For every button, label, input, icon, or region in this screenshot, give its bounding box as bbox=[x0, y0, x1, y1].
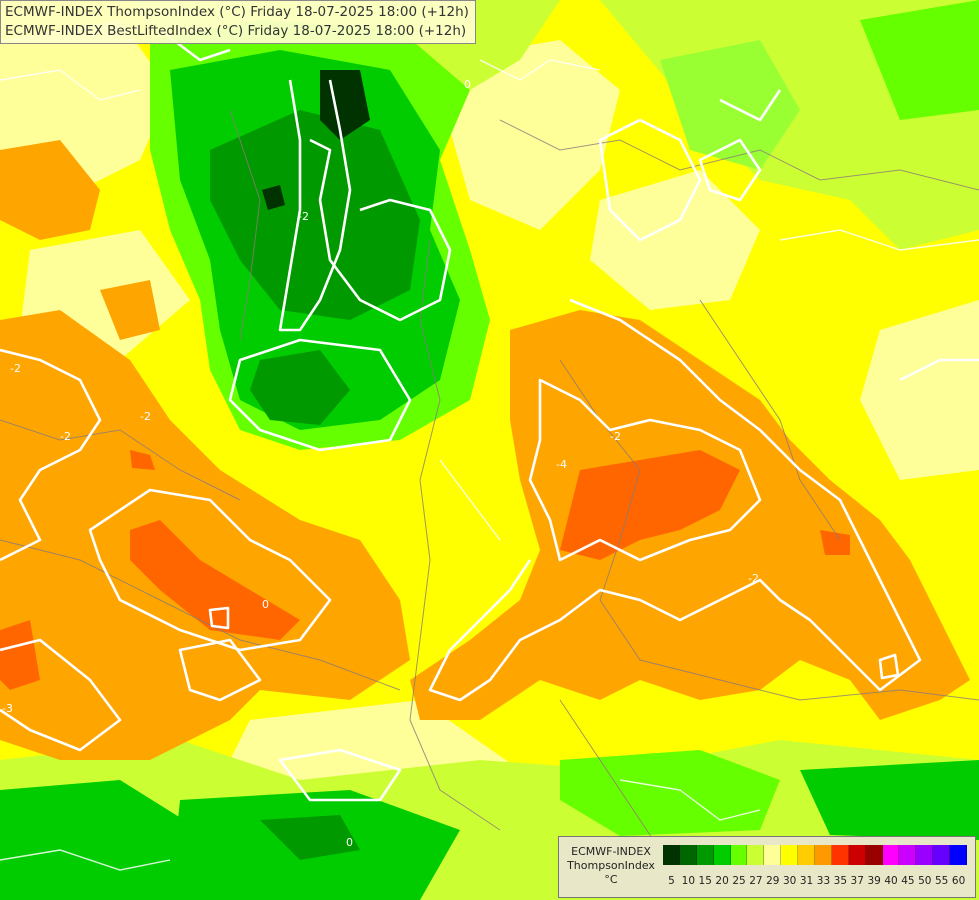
legend-swatch bbox=[916, 845, 934, 865]
legend-unit: °C bbox=[604, 873, 618, 886]
legend-swatch bbox=[899, 845, 917, 865]
legend-tick: 31 bbox=[799, 875, 814, 887]
secondary-contours bbox=[0, 59, 979, 871]
contour-label: 0 bbox=[464, 78, 471, 91]
legend-tick: 39 bbox=[867, 875, 881, 887]
legend-swatch bbox=[713, 845, 731, 865]
legend-swatch bbox=[933, 845, 951, 865]
legend-ticks: 5 10 15 20 25 27 29 30 31 33 35 37 39 40 45 50 55 60 bbox=[663, 875, 967, 887]
legend-tick: 33 bbox=[816, 875, 831, 887]
legend-swatch bbox=[798, 845, 816, 865]
legend-model: ECMWF-INDEX bbox=[571, 845, 651, 858]
map-title-box: ECMWF-INDEX ThompsonIndex (°C) Friday 18… bbox=[0, 0, 476, 44]
legend-tick: 10 bbox=[681, 875, 696, 887]
contour-label: -4 bbox=[556, 458, 567, 471]
legend-swatch bbox=[781, 845, 799, 865]
map-title-bestlifted: ECMWF-INDEX BestLiftedIndex (°C) Friday … bbox=[5, 23, 467, 39]
legend-swatch bbox=[696, 845, 714, 865]
contour-label: 0 bbox=[262, 598, 269, 611]
legend-swatch bbox=[747, 845, 765, 865]
legend-swatch bbox=[865, 845, 883, 865]
legend-swatch bbox=[730, 845, 748, 865]
legend-tick: 55 bbox=[935, 875, 949, 887]
legend-tick: 29 bbox=[766, 875, 780, 887]
lifted-index-contours bbox=[0, 28, 979, 802]
legend-swatch bbox=[950, 845, 968, 865]
red-orange-areas bbox=[0, 450, 850, 690]
contour-label: -3 bbox=[2, 702, 13, 715]
legend-swatch bbox=[831, 845, 849, 865]
legend-swatch bbox=[815, 845, 832, 865]
legend-tick: 30 bbox=[782, 875, 797, 887]
contour-label: -2 bbox=[610, 430, 621, 443]
legend-tick: 25 bbox=[732, 875, 746, 887]
contour-label: 0 bbox=[346, 836, 353, 849]
legend-swatch bbox=[764, 845, 782, 865]
legend-swatch bbox=[882, 845, 900, 865]
legend-tick: 37 bbox=[850, 875, 864, 887]
legend-tick: 27 bbox=[749, 875, 763, 887]
green-areas bbox=[0, 20, 979, 900]
color-legend: ECMWF-INDEX ThompsonIndex °C 5 10 15 20 25 27… bbox=[558, 836, 976, 898]
contour-label: -2 bbox=[60, 430, 71, 443]
country-borders bbox=[0, 109, 979, 881]
legend-tick: 5 bbox=[668, 875, 675, 887]
legend-swatches bbox=[663, 845, 968, 865]
legend-tick: 40 bbox=[884, 875, 898, 887]
legend-parameter: ThompsonIndex bbox=[567, 859, 655, 872]
legend-tick: 35 bbox=[833, 875, 848, 887]
contour-label: -2 bbox=[140, 410, 151, 423]
legend-tick: 50 bbox=[918, 875, 932, 887]
contour-label: -2 bbox=[748, 572, 759, 585]
legend-tick: 60 bbox=[951, 875, 966, 887]
legend-swatch bbox=[663, 845, 680, 865]
legend-swatch bbox=[848, 845, 866, 865]
legend-tick: 15 bbox=[698, 875, 712, 887]
legend-tick: 20 bbox=[715, 875, 729, 887]
legend-tick: 45 bbox=[901, 875, 915, 887]
contour-label: -2 bbox=[298, 210, 309, 223]
map-title-thompson: ECMWF-INDEX ThompsonIndex (°C) Friday 18… bbox=[5, 4, 469, 20]
legend-swatch bbox=[679, 845, 697, 865]
contour-labels: -2 0 -2 -2 -2 -2 -4 0 -2 -3 0 bbox=[2, 78, 759, 849]
contour-label: -2 bbox=[10, 362, 21, 375]
